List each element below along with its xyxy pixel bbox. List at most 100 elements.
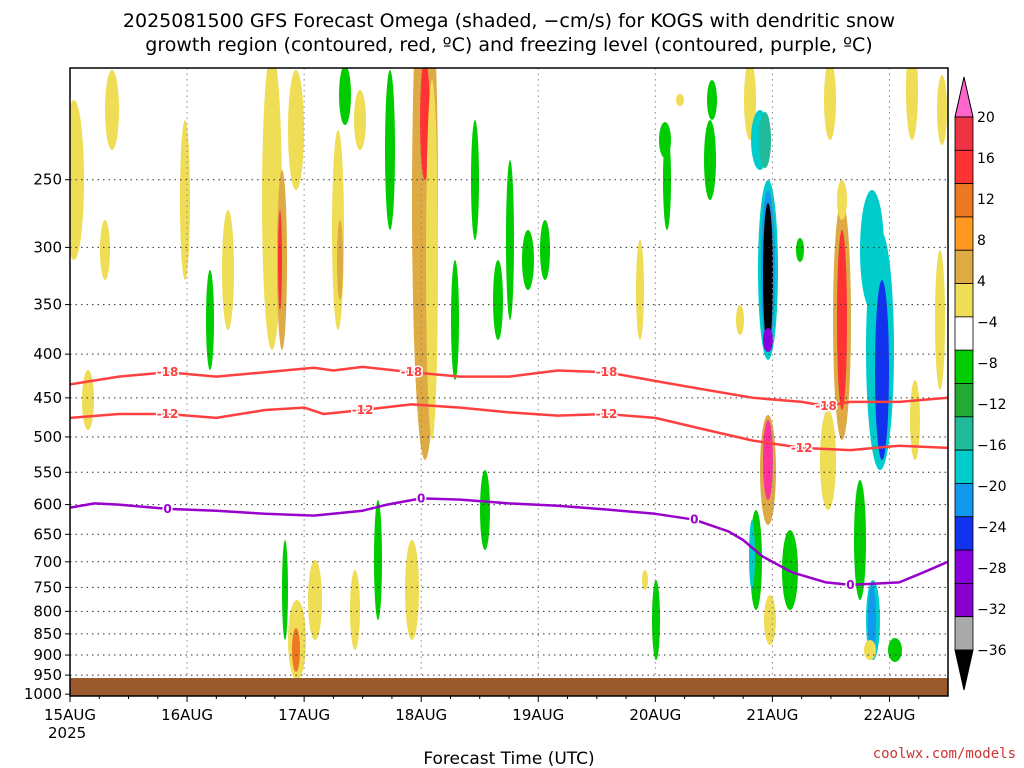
colorbar-swatch (954, 582, 974, 618)
omega-shading-cell (636, 240, 644, 340)
omega-shading-cell (288, 70, 304, 190)
omega-shading-cell (935, 250, 945, 390)
contour-label: 0 (690, 513, 698, 527)
omega-shading-cell (704, 120, 716, 200)
colorbar-swatch (954, 483, 974, 518)
credit-text: coolwx.com/models (873, 746, 1016, 762)
colorbar-label: −16 (977, 438, 1007, 454)
omega-shading-cell (707, 80, 717, 120)
omega-shading-cell (763, 328, 773, 352)
omega-shading-cell (824, 68, 836, 140)
omega-shading-cell (796, 238, 804, 262)
y-tick-label: 550 (33, 463, 62, 481)
colorbar-swatch (954, 349, 974, 384)
omega-shading-cell (471, 120, 479, 240)
colorbar-label: −12 (977, 397, 1007, 413)
x-tick-label: 15AUG (44, 706, 96, 724)
omega-shading-cell (763, 420, 773, 500)
colorbar-label: −28 (977, 561, 1007, 577)
colorbar-swatch (954, 283, 974, 318)
x-tick-label: 16AUG (161, 706, 213, 724)
omega-shading-cell (350, 570, 360, 650)
contour-label: -12 (791, 441, 813, 455)
omega-shading-cell (759, 112, 771, 168)
omega-shading-cell (522, 230, 534, 290)
ground-surface (70, 678, 948, 696)
omega-shading-cell (837, 180, 847, 220)
contour-label: -18 (815, 399, 837, 413)
colorbar-swatch (954, 316, 974, 351)
contour-label: 0 (417, 491, 425, 505)
omega-shading-cell (278, 210, 282, 310)
colorbar-swatch (954, 149, 974, 185)
y-tick-label: 500 (33, 428, 62, 446)
colorbar-label: −32 (977, 602, 1007, 618)
y-tick-label: 600 (33, 496, 62, 514)
x-tick-label: 17AUG (278, 706, 330, 724)
omega-shading-cell (222, 210, 234, 330)
omega-shading-cell (910, 380, 920, 460)
y-tick-label: 400 (33, 345, 62, 363)
y-axis: 250 300 350 400 450 500 550 600 650 700 750 800 850 9… (24, 171, 70, 703)
y-tick-label: 750 (33, 578, 62, 596)
omega-shading-cell (764, 595, 776, 645)
colorbar-label: 20 (977, 110, 995, 126)
y-tick-label: 850 (33, 625, 62, 643)
contour-label: -18 (401, 365, 423, 379)
omega-shading-cell (659, 122, 671, 158)
omega-shading-cell (493, 260, 503, 340)
omega-shading-cell (426, 80, 438, 440)
omega-shading-cell (206, 270, 214, 370)
y-tick-label: 900 (33, 646, 62, 664)
colorbar-swatch (954, 416, 974, 451)
x-tick-label: 21AUG (746, 706, 798, 724)
omega-shading-cell (339, 68, 351, 125)
colorbar-swatch (954, 616, 974, 651)
y-tick-label: 300 (33, 238, 62, 256)
gridlines (70, 68, 948, 696)
omega-shading-cell (354, 90, 366, 150)
omega-shading-cell (540, 220, 550, 280)
plot-frame (69, 67, 949, 697)
omega-shading-cell (308, 560, 322, 640)
omega-shading-cell (506, 160, 514, 320)
omega-shading-cell (820, 410, 836, 510)
contour-label: 0 (163, 502, 171, 516)
y-tick-label: 650 (33, 525, 62, 543)
omega-shading-cell (337, 220, 343, 300)
omega-shading-cell (875, 280, 889, 460)
y-tick-label: 800 (33, 602, 62, 620)
x-tick-label: 18AUG (395, 706, 447, 724)
y-tick-label: 700 (33, 553, 62, 571)
omega-shading-cell (180, 120, 190, 280)
omega-shading-cell (888, 638, 902, 662)
colorbar-swatch (954, 116, 974, 151)
omega-shading-cell (676, 94, 684, 106)
omega-shading-cell (906, 68, 918, 140)
colorbar-swatch (954, 549, 974, 584)
omega-shading-cell (282, 540, 288, 640)
omega-shading-cell (332, 130, 344, 330)
colorbar-label: −36 (977, 643, 1007, 659)
omega-shading-cell (480, 470, 490, 550)
omega-shading (70, 68, 947, 680)
y-tick-label: 950 (33, 666, 62, 684)
omega-shading-cell (868, 585, 876, 655)
x-axis-year: 2025 (48, 724, 86, 742)
colorbar-label: 12 (977, 192, 995, 208)
y-tick-label: 250 (33, 171, 62, 189)
colorbar-label: −24 (977, 520, 1007, 536)
colorbar-label: −4 (977, 315, 998, 331)
omega-shading-cell (652, 580, 660, 660)
colorbar-label: 8 (977, 233, 986, 249)
omega-shading-cell (451, 260, 459, 380)
omega-shading-cell (837, 230, 847, 410)
x-tick-label: 22AUG (863, 706, 915, 724)
colorbar-swatch (954, 183, 974, 218)
contour-label: -18 (596, 365, 618, 379)
x-axis-label: Forecast Time (UTC) (423, 749, 594, 768)
omega-shading-cell (385, 70, 395, 230)
colorbar-swatch (954, 516, 974, 551)
colorbar-label: −8 (977, 356, 998, 372)
